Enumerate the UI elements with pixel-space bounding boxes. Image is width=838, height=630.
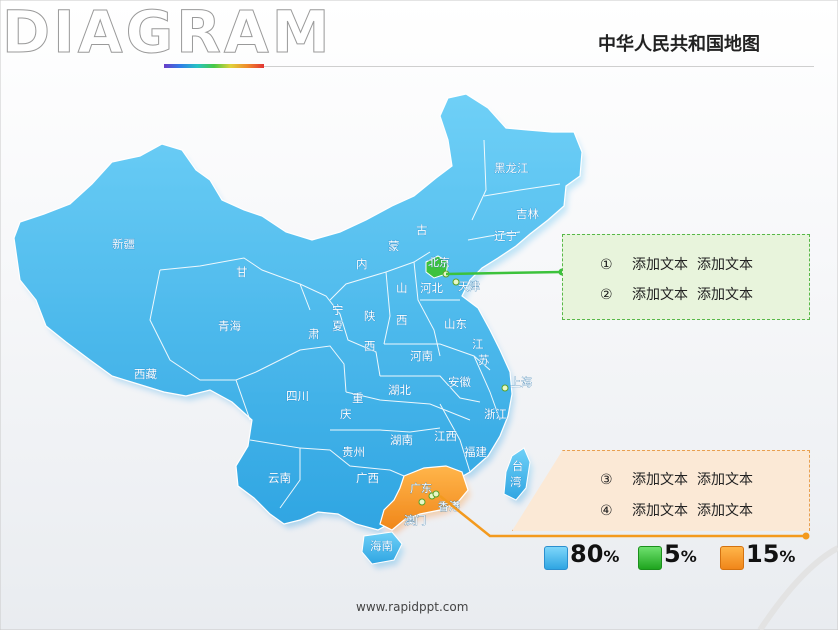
callout-text-3b: 添加文本 (697, 472, 753, 488)
label-hunan: 湖南 (390, 433, 413, 447)
label-guizhou: 贵州 (342, 445, 365, 459)
callout-num-3: ③ (600, 472, 613, 488)
label-shaanxi-1: 陕 (364, 309, 376, 323)
label-neimenggu-3: 古 (416, 223, 428, 237)
city-markers (418, 270, 509, 506)
label-heilongjiang: 黑龙江 (494, 161, 529, 175)
label-chongqing-1: 重 (352, 391, 364, 405)
label-taiwan-1: 台 (512, 459, 524, 473)
label-fujian: 福建 (464, 445, 487, 459)
label-jiangsu-2: 苏 (478, 353, 490, 367)
label-gansu-1: 甘 (236, 265, 248, 279)
legend-value-orange: 15% (746, 540, 796, 568)
label-hainan: 海南 (370, 539, 393, 553)
label-shaanxi-2: 西 (364, 339, 376, 353)
hainan-shape (361, 531, 403, 565)
label-qinghai: 青海 (218, 319, 241, 333)
label-liaoning: 辽宁 (494, 229, 517, 243)
label-shandong: 山东 (444, 317, 467, 331)
callout-text-2b: 添加文本 (697, 287, 753, 303)
taiwan-shape (503, 447, 531, 501)
callout-box-orange (512, 450, 810, 531)
label-shanghai: 上海 (510, 375, 532, 389)
label-gansu-2: 肃 (308, 327, 320, 341)
label-jiangsu-1: 江 (472, 337, 484, 351)
diagram-logo: DIAGRAM (1, 0, 333, 66)
label-anhui: 安徽 (448, 375, 471, 389)
label-guangxi: 广西 (356, 471, 379, 485)
label-xizang: 西藏 (134, 367, 157, 381)
mainland-shape (13, 93, 583, 531)
legend-value-green: 5% (664, 540, 697, 568)
label-henan: 河南 (410, 349, 433, 363)
callout-text-2a: 添加文本 (632, 287, 688, 303)
label-chongqing-2: 庆 (340, 407, 352, 421)
callout-text-1a: 添加文本 (632, 257, 688, 273)
label-sichuan: 四川 (286, 389, 309, 403)
label-xianggang: 香港 (438, 500, 460, 513)
footer-url: www.rapidppt.com (356, 600, 469, 614)
label-neimenggu-1: 内 (356, 257, 368, 271)
label-jilin: 吉林 (516, 207, 539, 221)
callout-text-4b: 添加文本 (697, 503, 753, 519)
guangdong-highlight (379, 465, 469, 531)
callout-row-1: ① 添加文本 添加文本 (600, 254, 753, 274)
label-beijing: 北京 (428, 255, 450, 269)
label-jiangxi: 江西 (434, 429, 457, 443)
callout-num-2: ② (600, 287, 613, 303)
rainbow-accent-bar (164, 64, 264, 68)
province-boundaries (149, 139, 561, 509)
label-aomen: 澳门 (404, 513, 426, 527)
label-ningxia-2: 夏 (332, 319, 344, 333)
label-taiwan-2: 湾 (510, 475, 522, 489)
label-shanxi-2: 西 (396, 313, 408, 327)
legend-swatch-green (638, 546, 662, 570)
label-zhejiang: 浙江 (484, 407, 507, 421)
header-divider (164, 66, 814, 67)
callout-row-4: ④ 添加文本 添加文本 (600, 500, 753, 520)
label-tianjin: 天津 (458, 280, 480, 293)
label-ningxia-1: 宁 (332, 303, 344, 317)
label-guangdong: 广东 (410, 482, 432, 495)
legend-swatch-blue (544, 546, 568, 570)
callout-text-3a: 添加文本 (632, 472, 688, 488)
callout-text-4a: 添加文本 (632, 503, 688, 519)
callout-box-green (562, 234, 810, 320)
label-neimenggu-2: 蒙 (388, 239, 400, 253)
label-yunnan: 云南 (268, 471, 291, 485)
legend-value-blue: 80% (570, 540, 620, 568)
label-xinjiang: 新疆 (112, 237, 135, 251)
callout-row-3: ③ 添加文本 添加文本 (600, 469, 753, 489)
page-title: 中华人民共和国地图 (598, 34, 760, 55)
legend-swatch-orange (720, 546, 744, 570)
callout-row-2: ② 添加文本 添加文本 (600, 284, 753, 304)
label-hebei: 河北 (420, 281, 443, 295)
callout-num-4: ④ (600, 503, 613, 519)
label-hubei: 湖北 (388, 383, 411, 397)
callout-num-1: ① (600, 257, 613, 273)
label-shanxi-1: 山 (396, 281, 408, 295)
callout-text-1b: 添加文本 (697, 257, 753, 273)
